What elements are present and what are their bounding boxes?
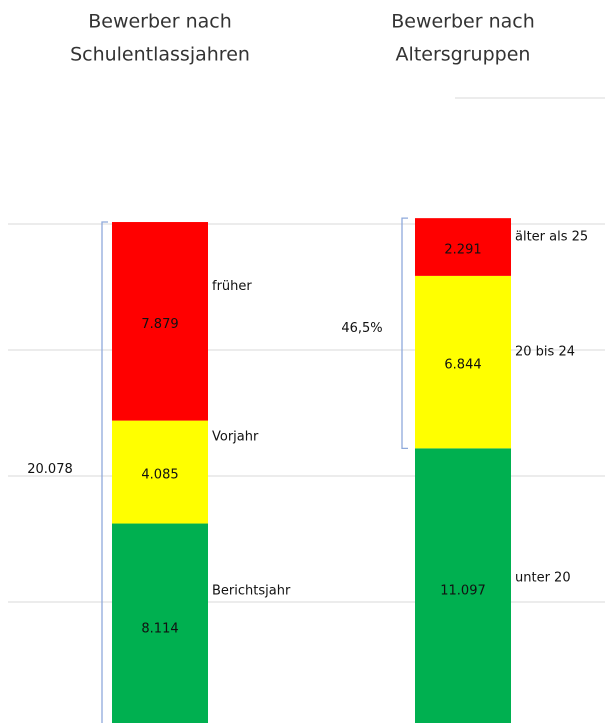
bracket [101,221,108,723]
value-label: 7.879 [141,317,178,332]
value-label: 4.085 [141,468,178,483]
legend-label: Berichtsjahr [212,583,291,598]
chart-title: Schulentlassjahren [70,44,250,66]
bar-segment [112,222,208,421]
chart-title: Altersgruppen [396,44,531,66]
chart-title: Bewerber nach [391,11,535,33]
bracket [401,217,408,450]
legend-label: älter als 25 [515,230,588,245]
legend-label: unter 20 [515,571,571,586]
legend-label: Vorjahr [212,430,259,445]
annotation-label: 20.078 [27,462,73,477]
bar-segment [112,523,208,723]
bar-segment [415,275,511,449]
bar-segment [415,218,511,276]
bar-segment [112,420,208,524]
value-label: 6.844 [444,358,481,373]
value-label: 11.097 [440,584,486,599]
value-label: 8.114 [141,621,178,636]
bar-segment [415,448,511,723]
legend-label: früher [212,279,252,294]
legend-label: 20 bis 24 [515,345,575,360]
annotation-label: 46,5% [341,321,382,336]
chart-title: Bewerber nach [88,11,232,33]
value-label: 2.291 [444,243,481,258]
